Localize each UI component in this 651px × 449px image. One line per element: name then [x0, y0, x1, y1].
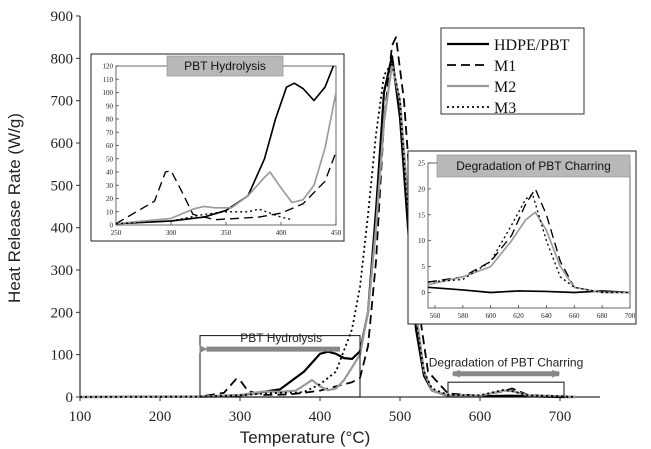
inset-x-tick-label: 700: [625, 312, 636, 320]
y-tick-label: 900: [51, 9, 74, 25]
y-axis-label: Heat Release Rate (W/g): [5, 113, 24, 303]
legend-entry: M3: [494, 100, 516, 117]
legend-entry: HDPE/PBT: [494, 37, 570, 54]
legend-frame: [440, 27, 585, 115]
inset-x-tick-label: 400: [276, 229, 287, 237]
annotation-label-charring: Degradation of PBT Charring: [429, 356, 584, 370]
y-tick-label: 200: [51, 305, 74, 321]
inset-y-tick-label: 0: [422, 289, 426, 297]
inset-x-tick-label: 250: [111, 229, 122, 237]
y-tick-label: 800: [51, 51, 74, 67]
inset-frame: [90, 53, 345, 242]
x-tick-label: 300: [229, 409, 252, 425]
inset-y-tick-label: 50: [106, 155, 114, 163]
inset-series: [116, 66, 336, 225]
inset-title-box: [436, 154, 631, 178]
inset-x-tick-label: 640: [541, 312, 552, 320]
inset-y-tick-label: 15: [418, 211, 426, 219]
legend: HDPE/PBT M1 M2 M3: [440, 27, 585, 117]
inset-y-tick-label: 100: [103, 89, 114, 97]
y-tick-label: 0: [66, 390, 74, 406]
inset-x-tick-label: 580: [458, 312, 469, 320]
legend-entry: M1: [494, 58, 516, 75]
inset-y-tick-label: 120: [103, 63, 114, 71]
inset-y-tick-label: 0: [110, 222, 114, 230]
main-axes: 100 200 300 400 500 600 7000100200300400500600…: [51, 9, 600, 425]
inset-y-tick-label: 25: [418, 160, 426, 168]
inset-series: [428, 188, 630, 294]
series-m1: [116, 151, 336, 225]
inset-pbt-hydrolysis: 250 300 350 400 450 0 10 20 30 40 50 60 70 80 90 100 110…: [90, 53, 345, 242]
inset-title: PBT Hydrolysis: [184, 59, 266, 73]
y-tick-label: 700: [51, 94, 74, 110]
inset-x-tick-label: 560: [430, 312, 441, 320]
series-m2: [116, 92, 336, 225]
inset-y-tick-label: 70: [106, 129, 114, 137]
inset-x-tick-label: 620: [513, 312, 524, 320]
y-tick-label: 500: [51, 178, 74, 194]
main-annotations: PBT Hydrolysis Degradation of PBT Charrin…: [199, 331, 584, 398]
inset-x-tick-label: 350: [221, 229, 232, 237]
inset-y-tick-label: 20: [106, 195, 114, 203]
x-tick-label: 400: [309, 409, 332, 425]
annotation-label-hydrolysis: PBT Hydrolysis: [240, 331, 322, 345]
inset-x-tick-label: 660: [569, 312, 580, 320]
inset-title-box: [166, 55, 284, 77]
inset-x-tick-label: 300: [166, 229, 177, 237]
series-m3: [79, 61, 577, 398]
series-m3: [116, 208, 293, 225]
inset-y-tick-label: 10: [106, 208, 114, 216]
x-tick-label: 200: [149, 409, 172, 425]
inset-y-tick-label: 30: [106, 182, 114, 190]
legend-entry: M2: [494, 79, 516, 96]
y-tick-label: 600: [51, 136, 74, 152]
series-m2: [428, 211, 630, 294]
x-tick-label: 700: [549, 409, 572, 425]
inset-y-tick-label: 60: [106, 142, 114, 150]
inset-y-tick-label: 40: [106, 169, 114, 177]
inset-y-tick-label: 80: [106, 116, 114, 124]
inset-y-tick-label: 110: [103, 76, 114, 84]
main-series: [79, 36, 577, 399]
inset-x-tick-label: 680: [597, 312, 608, 320]
x-tick-label: 600: [469, 409, 492, 425]
inset-y-tick-label: 5: [422, 263, 426, 271]
y-tick-label: 100: [51, 348, 74, 364]
inset-title: Degradation of PBT Charring: [456, 159, 611, 173]
inset-y-tick-label: 10: [418, 237, 426, 245]
x-axis-label: Temperature (°C): [240, 428, 371, 447]
x-tick-label: 100: [69, 409, 92, 425]
annotation-box-hydrolysis: [199, 335, 361, 398]
y-tick-label: 400: [51, 221, 74, 237]
inset-y-tick-label: 20: [418, 185, 426, 193]
annotation-box-charring: [447, 381, 565, 398]
inset-x-tick-label: 450: [331, 229, 342, 237]
inset-x-tick-label: 600: [485, 312, 496, 320]
inset-pbt-charring: 560 580 600 620 640 660 680 700 0 5 10 15 20 25 Degrad…: [407, 150, 637, 325]
y-tick-label: 300: [51, 263, 74, 279]
inset-frame: [407, 150, 637, 325]
inset-y-tick-label: 90: [106, 102, 114, 110]
x-tick-label: 500: [389, 409, 412, 425]
